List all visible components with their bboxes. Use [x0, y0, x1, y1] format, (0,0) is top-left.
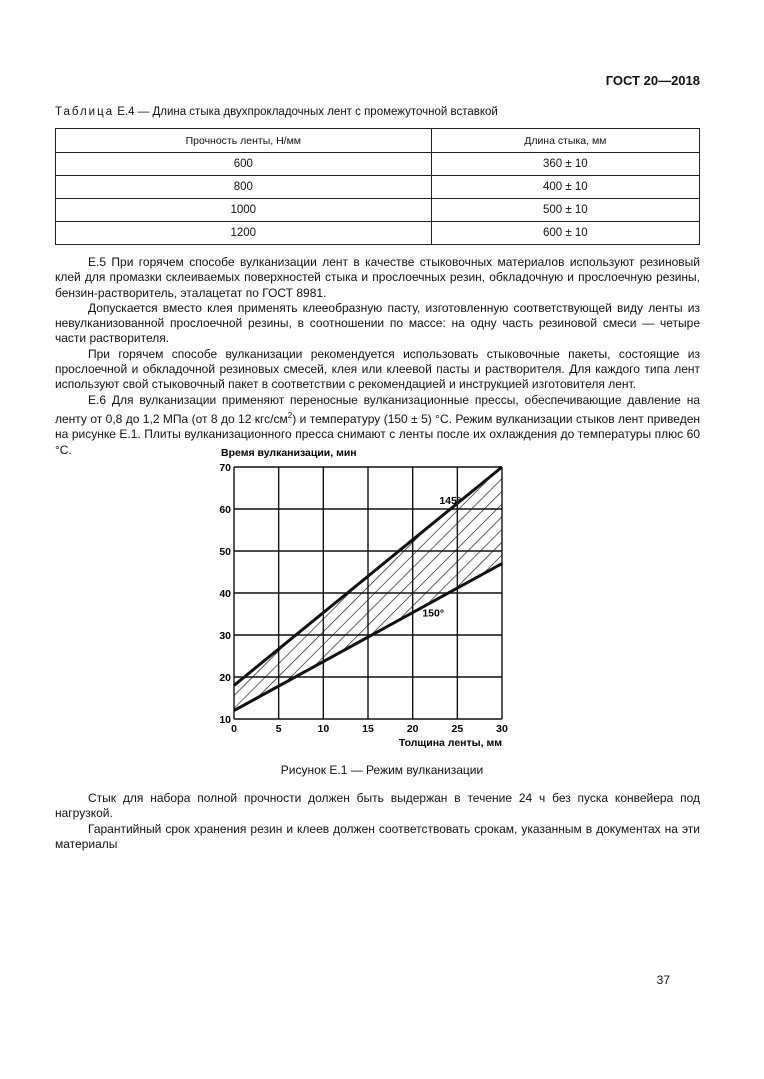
table-row: 800 400 ± 10	[55, 175, 701, 199]
x-tick-label: 15	[362, 723, 374, 735]
x-axis-label: Толщина ленты, мм	[399, 737, 502, 749]
paragraph: Е.6 Для вулканизации применяют переносны…	[55, 393, 700, 458]
column-header: Прочность ленты, Н/мм	[55, 128, 432, 153]
x-tick-label: 5	[276, 723, 282, 735]
x-tick-label: 10	[317, 723, 329, 735]
paragraph-part: ) и температуру (150 ± 5) °С. Режим вулк…	[55, 411, 701, 457]
superscript: 2	[287, 410, 293, 420]
strength-cell: 800	[55, 175, 432, 199]
x-tick-label: 20	[407, 723, 419, 735]
series-label: 145°	[439, 495, 461, 507]
document-id: ГОСТ 20—2018	[605, 73, 700, 88]
y-tick-label: 50	[219, 546, 231, 558]
paragraph: Стык для набора полной прочности должен …	[55, 791, 700, 821]
x-tick-label: 25	[451, 723, 463, 735]
table-title-text: Е.4 — Длина стыка двухпрокладочных лент …	[114, 106, 498, 118]
strength-cell: 1200	[55, 221, 432, 245]
body-text-bottom: Стык для набора полной прочности должен …	[55, 791, 700, 852]
paragraph: Гарантийный срок хранения резин и клеев …	[55, 821, 700, 851]
joint-length-table: Прочность ленты, Н/мм Длина стыка, мм 60…	[55, 128, 701, 245]
x-tick-label: 0	[231, 723, 237, 735]
figure-caption: Рисунок Е.1 — Режим вулканизации	[280, 763, 484, 777]
y-tick-label: 40	[219, 588, 231, 600]
paragraph: При горячем способе вулканизации рекомен…	[55, 346, 700, 392]
y-tick-label: 20	[219, 672, 231, 684]
series-line	[233, 562, 503, 712]
length-cell: 600 ± 10	[430, 221, 701, 245]
table-row: 1000 500 ± 10	[55, 198, 701, 222]
table-row: 1200 600 ± 10	[55, 221, 701, 245]
paragraph-part: Е.6 Для вулканизации применяют переносны…	[55, 392, 700, 426]
paragraph: Е.5 При горячем способе вулканизации лен…	[55, 255, 700, 300]
length-cell: 360 ± 10	[430, 152, 701, 176]
series-label: 150°	[422, 607, 444, 619]
y-tick-label: 60	[219, 504, 231, 516]
column-header: Длина стыка, мм	[430, 128, 701, 153]
strength-cell: 1000	[55, 198, 432, 222]
table-title: Таблица Е.4 — Длина стыка двухпрокладочн…	[55, 106, 498, 118]
y-tick-label: 10	[219, 714, 231, 726]
table-title-prefix: Таблица	[55, 106, 115, 118]
hatched-band	[234, 467, 502, 711]
table-row: 600 360 ± 10	[55, 152, 701, 176]
paragraph: Допускается вместо клея применять клееоб…	[55, 300, 700, 346]
x-tick-label: 30	[496, 723, 508, 735]
strength-cell: 600	[55, 152, 432, 176]
page-number: 37	[656, 973, 670, 987]
y-tick-label: 30	[219, 630, 231, 642]
y-tick-label: 70	[219, 462, 231, 474]
length-cell: 400 ± 10	[430, 175, 701, 199]
y-axis-label: Время вулканизации, мин	[221, 447, 357, 459]
series-line	[233, 465, 503, 687]
body-text-top: Е.5 При горячем способе вулканизации лен…	[55, 255, 700, 458]
